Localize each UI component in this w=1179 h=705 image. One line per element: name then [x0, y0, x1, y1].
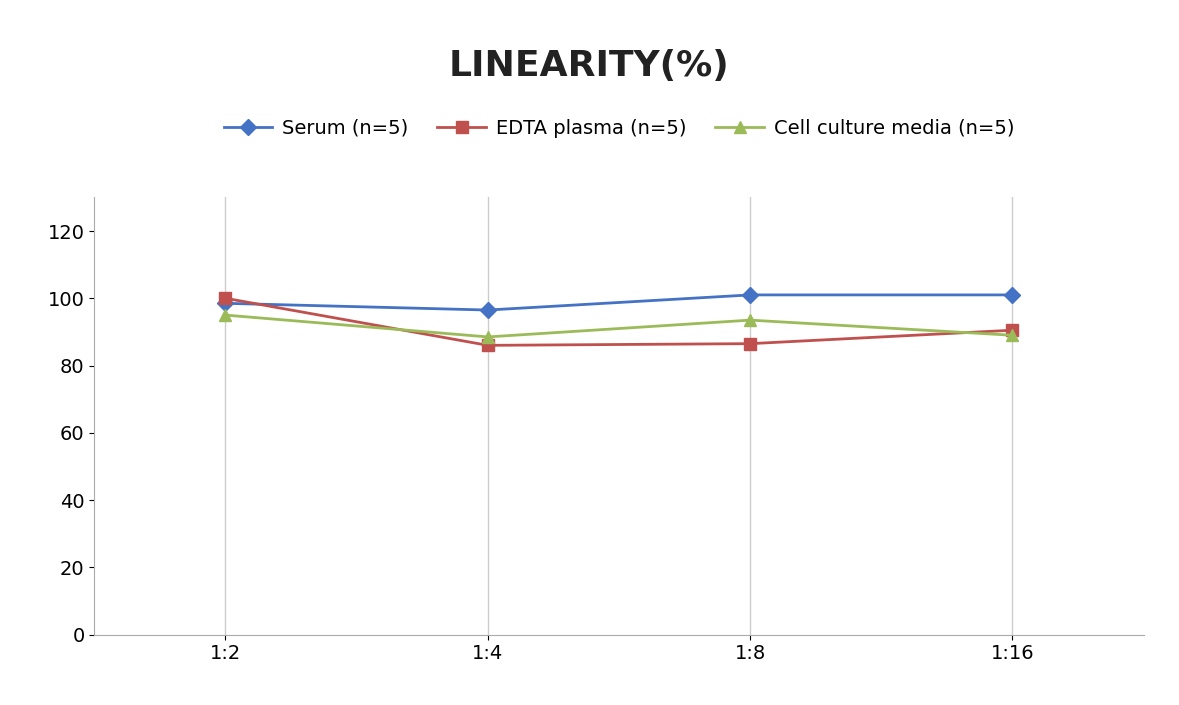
- EDTA plasma (n=5): [743, 339, 757, 348]
- Cell culture media (n=5): [481, 333, 495, 341]
- EDTA plasma (n=5): [481, 341, 495, 350]
- Legend: Serum (n=5), EDTA plasma (n=5), Cell culture media (n=5): Serum (n=5), EDTA plasma (n=5), Cell cul…: [216, 111, 1022, 145]
- EDTA plasma (n=5): [218, 294, 232, 302]
- EDTA plasma (n=5): [1006, 326, 1020, 334]
- Cell culture media (n=5): [743, 316, 757, 324]
- Serum (n=5): [218, 299, 232, 307]
- Cell culture media (n=5): [1006, 331, 1020, 340]
- Line: Serum (n=5): Serum (n=5): [220, 289, 1017, 316]
- Serum (n=5): [743, 290, 757, 299]
- Line: EDTA plasma (n=5): EDTA plasma (n=5): [220, 293, 1017, 351]
- Cell culture media (n=5): [218, 311, 232, 319]
- Line: Cell culture media (n=5): Cell culture media (n=5): [220, 309, 1017, 343]
- Serum (n=5): [481, 306, 495, 314]
- Text: LINEARITY(%): LINEARITY(%): [449, 49, 730, 83]
- Serum (n=5): [1006, 290, 1020, 299]
